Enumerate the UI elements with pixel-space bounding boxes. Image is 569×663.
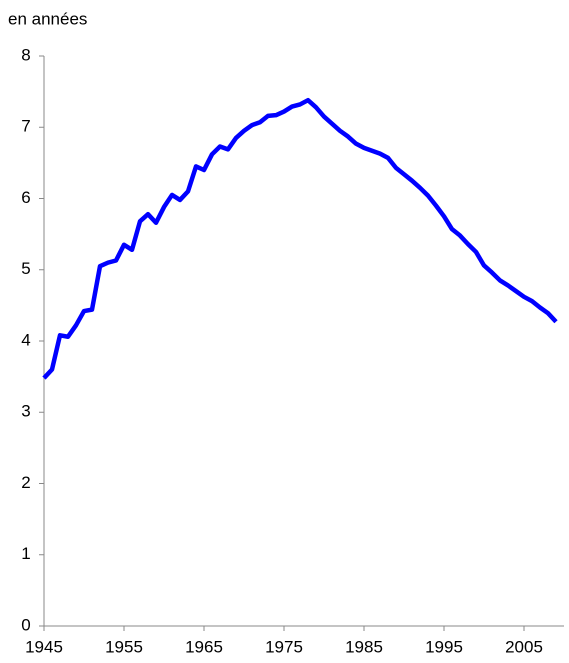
y-tick-label: 2 (21, 473, 30, 492)
y-tick-label: 4 (21, 330, 30, 349)
y-tick-label: 8 (21, 45, 30, 64)
y-tick-label: 5 (21, 259, 30, 278)
x-tick-label: 1965 (185, 637, 223, 656)
x-tick-label: 1995 (425, 637, 463, 656)
y-tick-label: 6 (21, 188, 30, 207)
x-tick-label: 1975 (265, 637, 303, 656)
x-tick-label: 1985 (345, 637, 383, 656)
axis-label: en années (8, 9, 87, 28)
data-line (42, 97, 558, 380)
x-tick-label: 2005 (505, 637, 543, 656)
x-tick-label: 1955 (105, 637, 143, 656)
y-tick-label: 3 (21, 402, 30, 421)
x-tick-label: 1945 (25, 637, 63, 656)
y-tick-label: 0 (21, 615, 30, 634)
y-tick-label: 1 (21, 544, 30, 563)
y-tick-label: 7 (21, 117, 30, 136)
